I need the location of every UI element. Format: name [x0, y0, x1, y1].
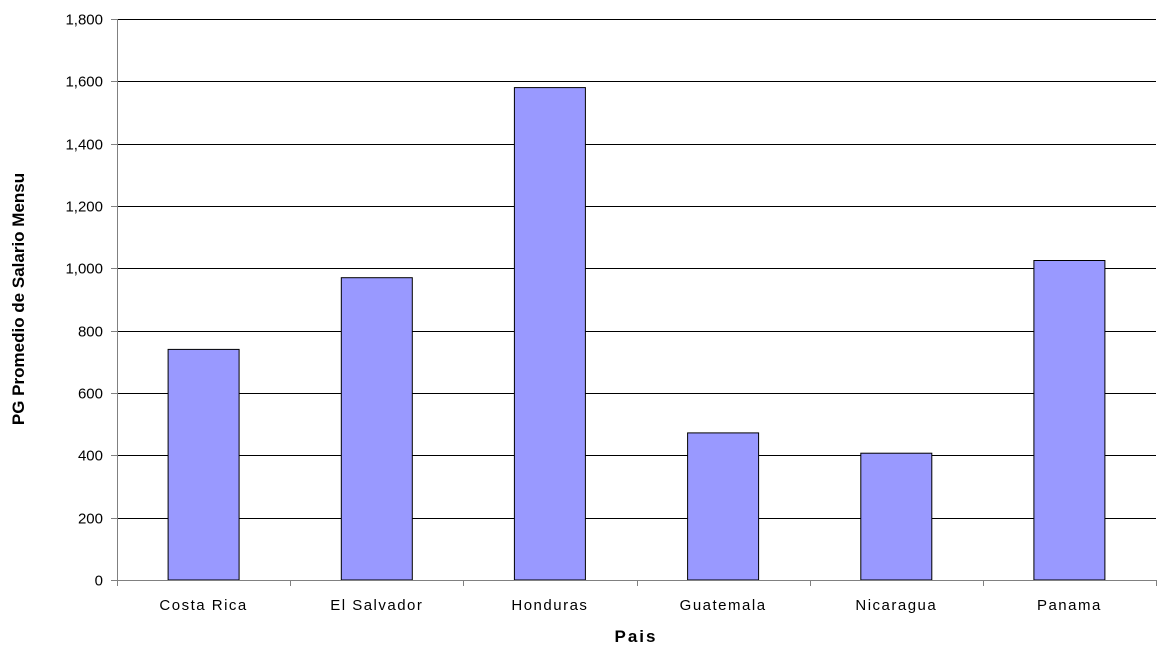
y-tick-label: 1,600 — [65, 74, 103, 91]
bar-nicaragua — [860, 452, 933, 581]
y-tick-label: 1,400 — [65, 137, 103, 154]
x-tick-label: Honduras — [511, 597, 588, 614]
gridlines — [117, 19, 1156, 519]
x-tick-label: El Salvador — [330, 597, 423, 614]
bar-panama — [1033, 260, 1106, 581]
x-axis-title: Pais — [615, 627, 658, 646]
y-tick-label: 600 — [78, 386, 103, 403]
y-tick-label: 0 — [95, 573, 103, 590]
x-tick-labels: Costa Rica El Salvador Honduras Guatemala Ni… — [159, 597, 1102, 614]
x-tick-label: Nicaragua — [855, 597, 937, 614]
y-tick-label: 800 — [78, 324, 103, 341]
y-tick-label: 1,000 — [65, 261, 103, 278]
y-tick-label: 400 — [78, 448, 103, 465]
bar-costa-rica — [167, 348, 240, 581]
bar-el-salvador — [340, 277, 413, 581]
y-tick-labels: 0 200 400 600 800 1,000 1,200 1,400 1,600 1,800 — [65, 12, 103, 590]
x-tick-label: Guatemala — [680, 597, 767, 614]
y-tick-label: 1,800 — [65, 12, 103, 29]
x-tick-label: Costa Rica — [159, 597, 247, 614]
bar-honduras — [513, 87, 586, 581]
y-tick-label: 200 — [78, 511, 103, 528]
y-axis-title: PG Promedio de Salario Mensu — [9, 173, 28, 425]
axes — [111, 19, 1157, 586]
bars — [167, 87, 1106, 581]
y-tick-label: 1,200 — [65, 199, 103, 216]
x-tick-label: Panama — [1037, 597, 1102, 614]
bar-guatemala — [687, 432, 760, 581]
